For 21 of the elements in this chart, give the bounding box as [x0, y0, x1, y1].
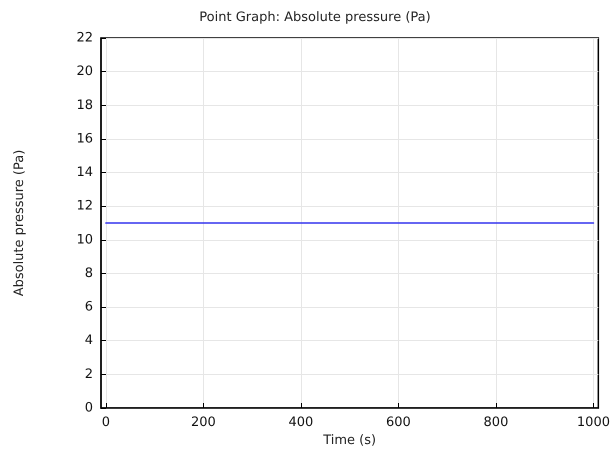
y-tick-label: 16	[76, 131, 93, 146]
x-tick-label: 1000	[576, 415, 610, 430]
y-tick-label: 8	[84, 266, 93, 281]
y-tick-label: 20	[76, 64, 93, 80]
y-tick-label: 2	[84, 366, 93, 382]
y-tick-label: 12	[76, 198, 93, 214]
y-tick-label: 10	[76, 232, 93, 248]
x-tick-label: 400	[288, 415, 314, 430]
x-axis-title: Time (s)	[322, 432, 376, 448]
chart-title: Point Graph: Absolute pressure (Pa)	[199, 10, 431, 25]
y-tick-label: 4	[84, 333, 93, 348]
y-tick-label: 6	[84, 300, 93, 315]
y-tick-label: 22	[76, 30, 93, 46]
y-axis-title: Absolute pressure (Pa)	[12, 150, 27, 296]
x-tick-label: 600	[386, 415, 411, 430]
y-tick-label: 18	[76, 98, 93, 113]
x-tick-label: 200	[190, 415, 216, 430]
x-tick-label: 800	[484, 415, 508, 430]
y-tick-label: 0	[84, 400, 93, 416]
x-tick-label: 0	[102, 415, 110, 430]
y-tick-label: 14	[76, 165, 93, 180]
